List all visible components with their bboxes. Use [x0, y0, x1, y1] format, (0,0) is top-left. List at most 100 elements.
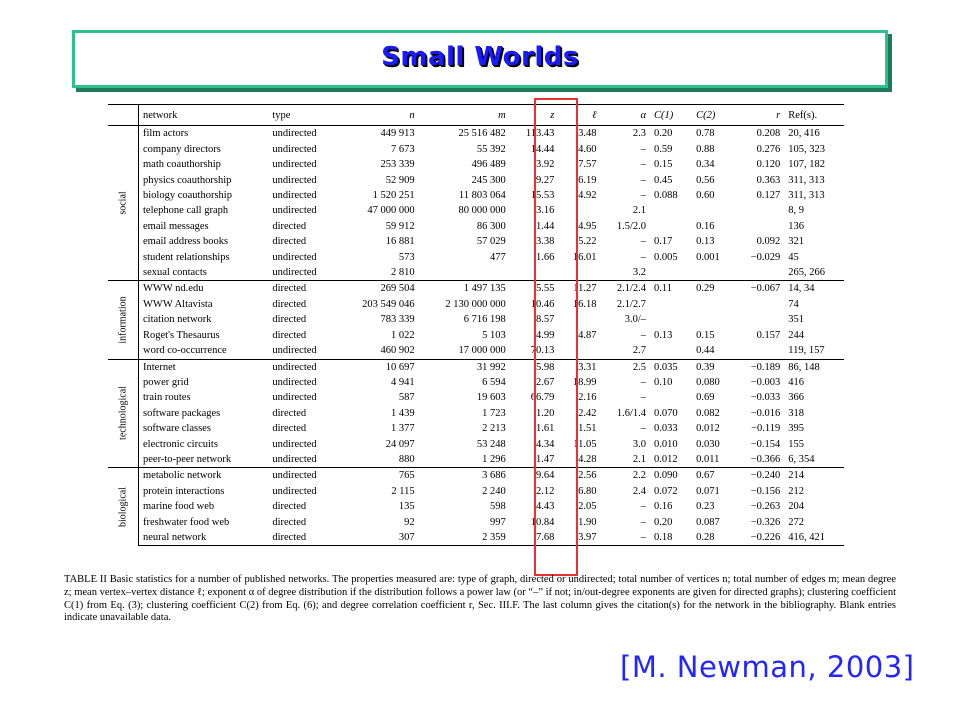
cell-c2: 0.44 [696, 345, 715, 357]
cell-n: 2 810 [391, 267, 415, 279]
cell-c1: 0.012 [654, 453, 678, 465]
cell-n: 880 [398, 453, 415, 465]
cell-n: 16 881 [385, 236, 415, 248]
cell-l: 1.90 [578, 516, 597, 528]
cell-r: 0.276 [756, 143, 781, 155]
cell-z: 4.43 [535, 501, 555, 513]
cell-c2: 0.16 [696, 220, 715, 232]
cell-refs: 321 [788, 236, 805, 248]
cell-m: 245 300 [471, 174, 506, 186]
cell-c1: 0.15 [654, 159, 673, 171]
cell-alpha: – [640, 159, 646, 171]
table-row: freshwater food web directed 92 997 10.84 1.9… [108, 515, 844, 530]
cell-c1: 0.13 [654, 329, 673, 341]
cell-l [558, 265, 600, 281]
cell-type: undirected [272, 174, 317, 186]
cell-l: 4.60 [578, 143, 597, 155]
cell-network: email messages [143, 220, 209, 232]
cell-type: directed [272, 329, 307, 341]
cell-c1: 0.035 [650, 358, 693, 375]
cell-refs: 244 [788, 329, 805, 341]
cell-z: 15.53 [530, 190, 555, 202]
cell-alpha: 3.0/– [624, 314, 646, 326]
cell-l [558, 203, 600, 218]
cell-l: 6.80 [578, 485, 597, 497]
cell-n: 2 115 [391, 485, 415, 497]
group-label: information [117, 296, 129, 344]
cell-l [558, 312, 600, 327]
header-r-text: r [776, 110, 781, 121]
header-l-text: ℓ [592, 110, 597, 121]
cell-network: sexual contacts [143, 267, 207, 279]
cell-r [734, 219, 784, 234]
cell-network: physics coauthorship [143, 174, 232, 186]
cell-c1: 0.033 [654, 423, 678, 435]
cell-network: metabolic network [138, 467, 269, 484]
header-m-text: m [498, 110, 506, 121]
cell-c2: 0.60 [696, 190, 715, 202]
cell-c2: 0.011 [696, 453, 720, 465]
cell-alpha: – [640, 329, 646, 341]
cell-r [734, 312, 784, 327]
cell-c2: 0.88 [696, 143, 715, 155]
cell-n: 587 [398, 392, 415, 404]
cell-c1: 0.17 [654, 236, 673, 248]
cell-c1: 0.11 [650, 280, 693, 297]
cell-m: 86 300 [476, 220, 506, 232]
cell-refs: 318 [788, 407, 805, 419]
cell-m: 1 723 [482, 407, 506, 419]
table-row: word co-occurrence undirected 460 902 17 00… [108, 343, 844, 359]
table-row: email messages directed 59 912 86 300 1.44 4.… [108, 219, 844, 234]
table-row: power grid undirected 4 941 6 594 2.67 18.99 –… [108, 375, 844, 390]
cell-m: 2 130 000 000 [445, 298, 506, 310]
cell-n: 1 377 [391, 423, 415, 435]
cell-l [558, 343, 600, 359]
cell-n: 460 902 [380, 345, 415, 357]
cell-type: undirected [268, 358, 339, 375]
cell-alpha: – [640, 516, 646, 528]
cell-type: undirected [272, 251, 317, 263]
cell-refs: 395 [788, 423, 805, 435]
header-network: network [138, 103, 269, 127]
cell-r [734, 265, 784, 281]
cell-z: 5.55 [509, 280, 559, 297]
cell-m: 17 000 000 [458, 345, 506, 357]
header-c1-text: C(1) [654, 110, 674, 121]
cell-z: 3.16 [535, 205, 555, 217]
cell-c2 [692, 265, 734, 281]
cell-network: WWW nd.edu [138, 280, 269, 297]
cell-c1: 0.20 [654, 516, 673, 528]
cell-network: software packages [143, 407, 221, 419]
cell-z: 3.38 [535, 236, 555, 248]
cell-m: 57 029 [476, 236, 506, 248]
cell-c2: 0.56 [696, 174, 715, 186]
cell-alpha: 2.5 [600, 358, 650, 375]
cell-c1: 0.072 [654, 485, 678, 497]
table-row: neural network directed 307 2 359 7.68 3.97–0… [108, 529, 844, 547]
cell-type: undirected [272, 376, 317, 388]
header-alpha: α [600, 103, 650, 127]
cell-alpha: 2.3 [632, 128, 646, 140]
table-row: electronic circuits undirected 24 097 53 24… [108, 437, 844, 452]
cell-m: 1 497 135 [418, 280, 510, 297]
cell-c2 [692, 203, 734, 218]
cell-refs: 366 [788, 392, 805, 404]
cell-alpha: 2.1/2.7 [616, 298, 646, 310]
cell-refs: 311, 313 [788, 190, 825, 202]
cell-l: 16.01 [572, 251, 597, 263]
cell-alpha: 2.1 [632, 453, 646, 465]
table-row: math coauthorship undirected 253 339 496 48… [108, 157, 844, 172]
cell-m: 5 103 [482, 329, 506, 341]
header-z: z [509, 103, 559, 127]
cell-r: −0.366 [750, 453, 781, 465]
cell-r: −0.119 [751, 423, 781, 435]
cell-l: 18.99 [572, 376, 597, 388]
cell-alpha: – [640, 174, 646, 186]
cell-network: email address books [143, 236, 229, 248]
table-row: train routes undirected 587 19 603 66.79 2.16… [108, 390, 844, 405]
cell-z: 1.66 [535, 251, 555, 263]
table-row: citation network directed 783 339 6 716 198… [108, 312, 844, 327]
cell-n: 52 909 [385, 174, 415, 186]
cell-m: 1 296 [482, 453, 506, 465]
cell-n: 1 022 [391, 329, 415, 341]
